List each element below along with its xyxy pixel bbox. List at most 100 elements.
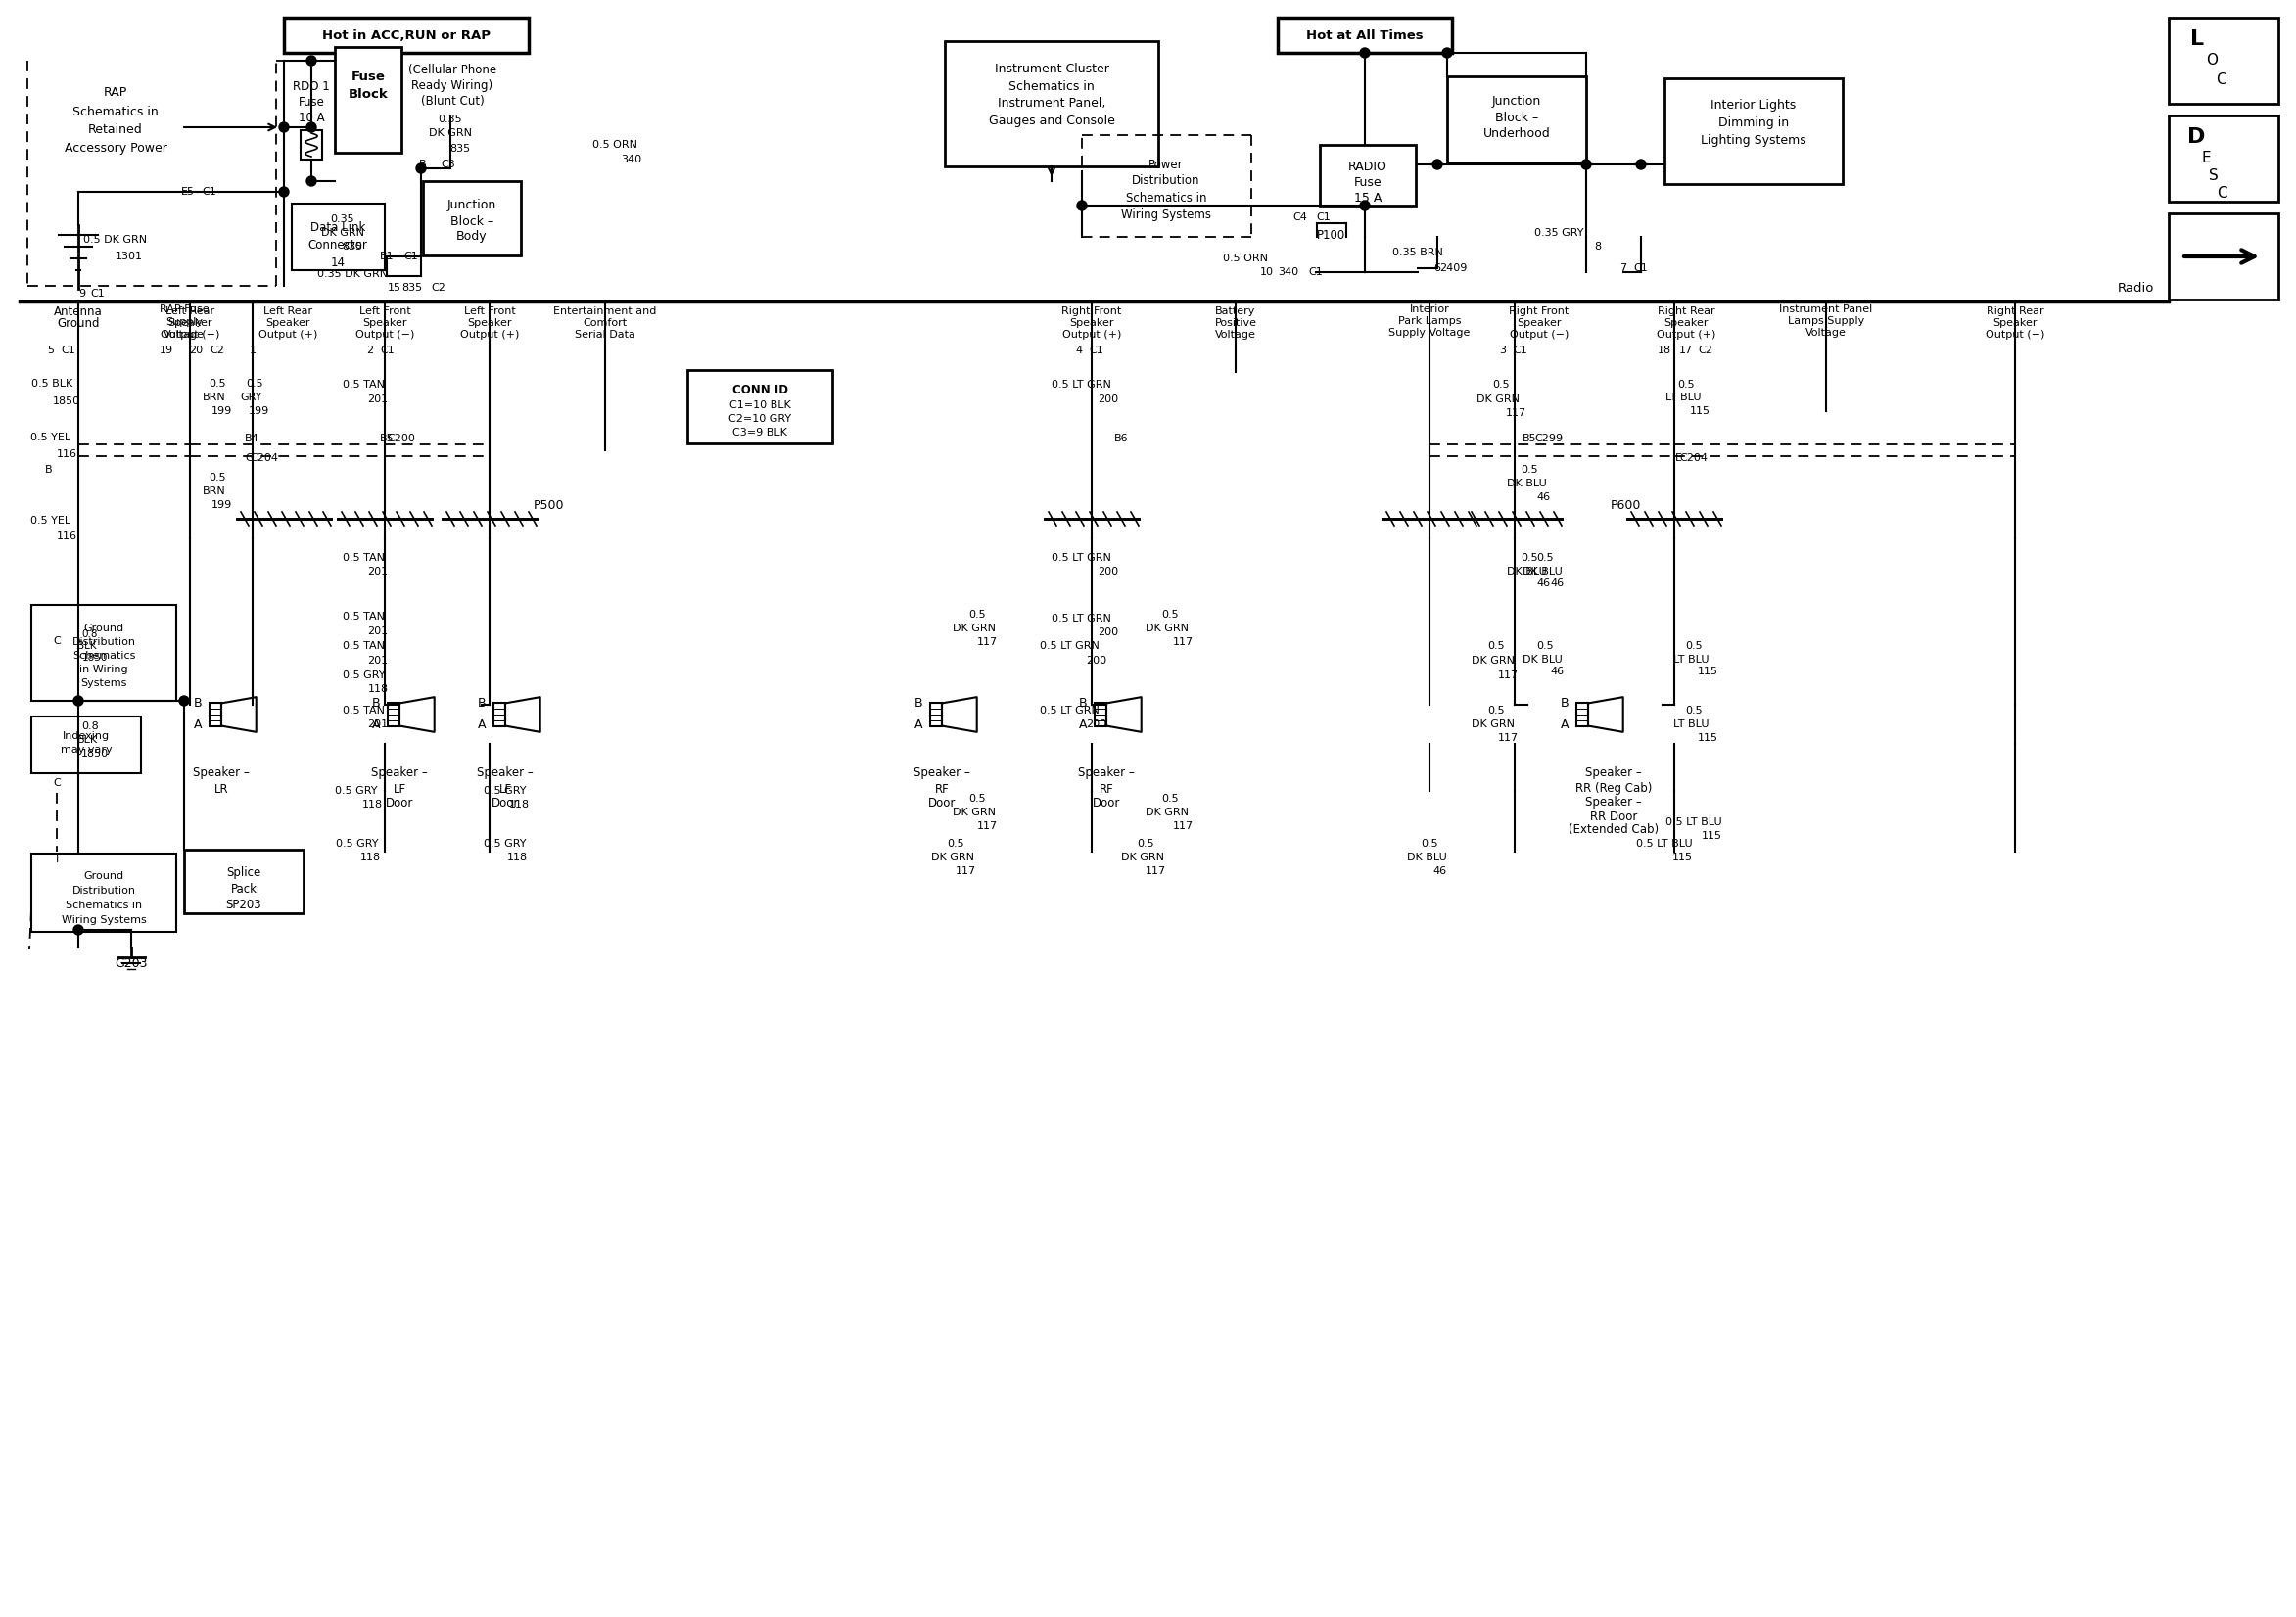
Text: DK GRN: DK GRN — [1472, 720, 1515, 729]
Text: C200: C200 — [388, 433, 416, 443]
Text: DK BLU: DK BLU — [1522, 655, 1561, 665]
Circle shape — [1433, 160, 1442, 170]
Text: Door: Door — [1093, 796, 1120, 808]
Text: BLK: BLK — [76, 736, 96, 745]
Text: C1: C1 — [1513, 346, 1527, 356]
Bar — [1095, 703, 1107, 726]
Text: Output (+): Output (+) — [1063, 330, 1120, 340]
Text: 0.5: 0.5 — [1685, 640, 1701, 652]
Text: RAP: RAP — [103, 87, 126, 99]
Text: 117: 117 — [955, 867, 976, 876]
Text: 1850: 1850 — [53, 396, 80, 406]
Text: 200: 200 — [1097, 395, 1118, 404]
Text: Block –: Block – — [450, 215, 494, 228]
Text: L: L — [2190, 29, 2204, 49]
Text: RR (Reg Cab): RR (Reg Cab) — [1575, 783, 1651, 796]
Text: 0.5: 0.5 — [1421, 839, 1437, 849]
Text: Entertainment and: Entertainment and — [553, 306, 657, 317]
Text: Schematics in: Schematics in — [67, 901, 142, 910]
Circle shape — [280, 123, 289, 133]
Text: 0.5 GRY: 0.5 GRY — [335, 839, 379, 849]
Text: Left Rear: Left Rear — [264, 306, 312, 317]
Text: 0.5 DK GRN: 0.5 DK GRN — [83, 234, 147, 244]
Text: P600: P600 — [1609, 498, 1642, 511]
Text: 118: 118 — [367, 684, 388, 694]
Bar — [1577, 703, 1589, 726]
Bar — [2170, 213, 2278, 299]
Circle shape — [1637, 160, 1646, 170]
Text: 0.35 GRY: 0.35 GRY — [1534, 228, 1584, 238]
Text: B: B — [193, 697, 202, 710]
Text: Connector: Connector — [308, 238, 367, 251]
Text: 0.35 DK GRN: 0.35 DK GRN — [317, 268, 388, 280]
Bar — [285, 18, 528, 53]
Text: 0.5 TAN: 0.5 TAN — [342, 640, 386, 652]
Text: Voltage: Voltage — [1215, 330, 1256, 340]
Text: Interior: Interior — [1410, 304, 1449, 314]
Text: 0.5 TAN: 0.5 TAN — [342, 553, 386, 563]
Text: 115: 115 — [1671, 852, 1692, 862]
Text: Lamps Supply: Lamps Supply — [1789, 317, 1864, 327]
Text: C: C — [2216, 186, 2227, 201]
Text: Retained: Retained — [87, 125, 142, 136]
Text: Output (−): Output (−) — [356, 330, 413, 340]
Text: 116: 116 — [57, 532, 76, 542]
Text: Ground: Ground — [57, 317, 99, 330]
Text: 0.5: 0.5 — [1162, 794, 1178, 804]
Text: LT BLU: LT BLU — [1674, 655, 1708, 665]
Text: DK GRN: DK GRN — [1146, 807, 1189, 817]
Text: Wiring Systems: Wiring Systems — [62, 915, 147, 925]
Text: C1: C1 — [1309, 267, 1322, 277]
Text: B: B — [1079, 697, 1086, 710]
Text: Left Front: Left Front — [464, 306, 514, 317]
Text: Hot at All Times: Hot at All Times — [1306, 29, 1424, 42]
Text: Left Front: Left Front — [358, 306, 411, 317]
Text: 199: 199 — [248, 406, 269, 416]
Text: RADIO: RADIO — [1348, 160, 1387, 173]
Text: 117: 117 — [1497, 671, 1518, 681]
Text: (Blunt Cut): (Blunt Cut) — [420, 95, 484, 108]
Text: 0.5 LT GRN: 0.5 LT GRN — [1052, 380, 1111, 390]
Text: Schematics in: Schematics in — [73, 107, 158, 120]
Text: Speaker: Speaker — [168, 319, 211, 328]
Circle shape — [1077, 201, 1086, 210]
Text: 340: 340 — [1279, 267, 1300, 277]
Text: C3=9 BLK: C3=9 BLK — [732, 429, 788, 438]
Text: C1: C1 — [381, 346, 395, 356]
Text: C1: C1 — [90, 289, 106, 299]
Text: B1: B1 — [379, 252, 395, 262]
Text: Park Lamps: Park Lamps — [1398, 317, 1460, 327]
Text: Power: Power — [1148, 158, 1182, 171]
Text: 0.5 LT GRN: 0.5 LT GRN — [1052, 614, 1111, 624]
Text: 1850: 1850 — [80, 749, 108, 758]
Text: BLK: BLK — [78, 640, 96, 652]
Text: A: A — [372, 718, 381, 731]
Text: LR: LR — [214, 783, 227, 796]
Text: C1: C1 — [62, 346, 76, 356]
Text: Speaker –: Speaker – — [914, 766, 971, 779]
Text: 117: 117 — [1173, 821, 1194, 831]
Text: 2409: 2409 — [1440, 264, 1467, 273]
Text: D: D — [2188, 128, 2206, 147]
Text: E5: E5 — [181, 188, 195, 197]
Text: DK GRN: DK GRN — [321, 228, 365, 238]
Text: 0.5 LT GRN: 0.5 LT GRN — [1040, 705, 1100, 715]
Text: C204: C204 — [1681, 453, 1708, 462]
Text: E: E — [1674, 453, 1681, 462]
Text: 0.5: 0.5 — [1678, 380, 1694, 390]
Text: 8: 8 — [1593, 243, 1600, 252]
Text: 201: 201 — [367, 626, 388, 635]
Text: E: E — [2202, 152, 2211, 167]
Bar — [930, 703, 941, 726]
Text: 46: 46 — [1550, 579, 1564, 589]
Bar — [1665, 78, 1844, 184]
Text: (Cellular Phone: (Cellular Phone — [409, 65, 496, 78]
Text: 0.5 LT BLU: 0.5 LT BLU — [1637, 839, 1692, 849]
Text: A: A — [193, 718, 202, 731]
Text: 18: 18 — [1658, 346, 1671, 356]
Text: Door: Door — [491, 796, 519, 808]
Text: DK GRN: DK GRN — [953, 807, 996, 817]
Text: 117: 117 — [976, 821, 996, 831]
Bar — [1446, 76, 1587, 162]
Text: C: C — [246, 453, 253, 462]
